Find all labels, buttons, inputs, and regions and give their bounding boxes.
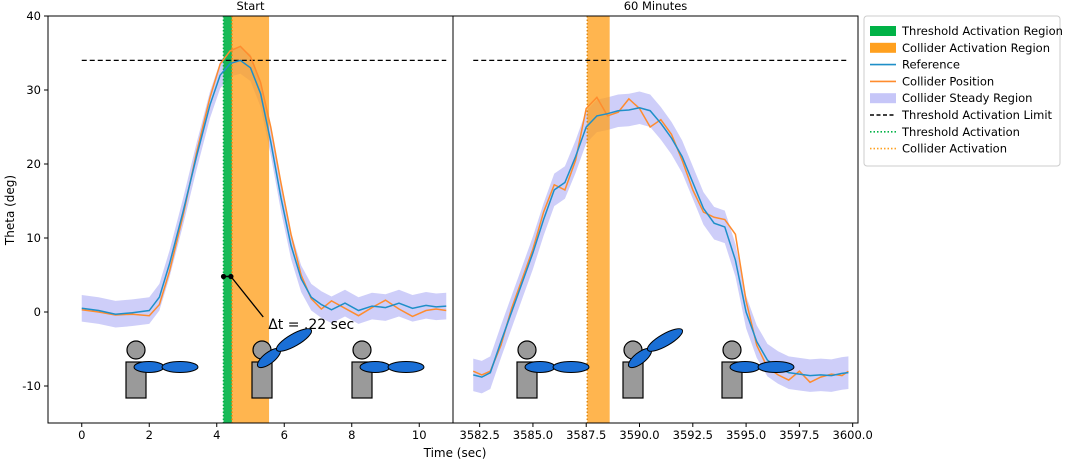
legend-label: Reference bbox=[902, 58, 960, 72]
x-tick-label: 3585.0 bbox=[513, 428, 553, 442]
legend-label: Threshold Activation bbox=[901, 125, 1020, 139]
legend-entry: Collider Activation bbox=[870, 142, 1007, 156]
x-tick-label: 6 bbox=[281, 428, 288, 442]
forearm bbox=[387, 361, 425, 373]
x-axis-label: Time (sec) bbox=[423, 446, 487, 460]
x-tick-label: 8 bbox=[348, 428, 355, 442]
y-tick-label: 10 bbox=[26, 231, 41, 245]
forearm bbox=[646, 328, 684, 352]
x-tick-label: 3582.5 bbox=[460, 428, 500, 442]
delta-t-point bbox=[220, 273, 227, 280]
figure-head bbox=[517, 340, 537, 360]
y-tick-label: 0 bbox=[34, 305, 41, 319]
legend: Threshold Activation Region Collider Acti… bbox=[863, 15, 1063, 167]
forearm bbox=[275, 328, 313, 352]
legend-label: Collider Steady Region bbox=[902, 91, 1032, 105]
y-tick-label: -10 bbox=[22, 379, 41, 393]
panel-start: Δt = .22 sec Start 0 2 4 6 8 10 bbox=[47, 0, 454, 442]
x-tick-label: 3590.0 bbox=[619, 428, 659, 442]
legend-label: Collider Activation Region bbox=[902, 41, 1050, 55]
collider-position-line bbox=[81, 45, 447, 318]
panel-title: Start bbox=[236, 0, 265, 13]
upper-arm bbox=[359, 361, 391, 373]
legend-label: Collider Activation bbox=[902, 142, 1007, 156]
collider-activation-region bbox=[587, 16, 610, 423]
x-tick-label: 3595.0 bbox=[726, 428, 766, 442]
legend-entry: Threshold Activation Region bbox=[870, 24, 1063, 38]
legend-swatch bbox=[870, 26, 896, 36]
y-tick-label: 40 bbox=[26, 9, 41, 23]
y-tick-label: 30 bbox=[26, 83, 41, 97]
forearm bbox=[161, 361, 199, 373]
legend-swatch bbox=[870, 42, 896, 53]
posture-figure-arm-extended-horizontal bbox=[351, 340, 425, 399]
delta-t-label: Δt = .22 sec bbox=[268, 317, 354, 333]
x-tick-label: 10 bbox=[412, 428, 427, 442]
y-axis-label: Theta (deg) bbox=[3, 175, 17, 246]
panel-title: 60 Minutes bbox=[624, 0, 688, 13]
forearm bbox=[552, 361, 590, 373]
posture-figure-arm-raised-diagonal bbox=[251, 328, 313, 399]
axes-frame bbox=[452, 15, 859, 424]
x-tick-label: 3587.5 bbox=[566, 428, 606, 442]
upper-arm bbox=[133, 361, 165, 373]
x-tick-label: 3597.5 bbox=[779, 428, 819, 442]
y-tick-label: 20 bbox=[26, 157, 41, 171]
collider-position-line bbox=[472, 96, 849, 384]
x-tick-label: 3600.0 bbox=[833, 428, 873, 442]
legend-entry: Threshold Activation Limit bbox=[870, 108, 1053, 122]
legend-label: Threshold Activation Limit bbox=[901, 108, 1053, 122]
legend-entry: Threshold Activation bbox=[870, 125, 1020, 139]
x-tick-label: 4 bbox=[213, 428, 220, 442]
legend-entry: Collider Activation Region bbox=[870, 41, 1050, 55]
reference-line bbox=[81, 59, 447, 315]
posture-figure-arm-extended-horizontal bbox=[125, 340, 199, 399]
posture-figure-arm-extended-horizontal bbox=[721, 340, 795, 399]
x-tick-label: 2 bbox=[146, 428, 153, 442]
shared-axes: -10 0 10 20 30 40 bbox=[22, 9, 48, 393]
legend-label: Threshold Activation Region bbox=[901, 24, 1063, 38]
plot-area bbox=[472, 16, 849, 423]
x-tick-label: 0 bbox=[78, 428, 85, 442]
plot-area: Δt = .22 sec bbox=[81, 16, 447, 423]
reference-line bbox=[473, 106, 849, 378]
legend-swatch bbox=[870, 93, 896, 104]
legend-label: Collider Position bbox=[902, 74, 994, 88]
threshold-activation-region bbox=[223, 16, 232, 423]
legend-entry: Reference bbox=[870, 58, 960, 72]
figure-head bbox=[722, 340, 742, 360]
figure-head bbox=[352, 340, 372, 360]
x-tick-label: 3592.5 bbox=[673, 428, 713, 442]
posture-figure-arm-raised-diagonal bbox=[622, 328, 684, 399]
legend-entry: Collider Steady Region bbox=[870, 91, 1032, 105]
legend-frame bbox=[863, 15, 1061, 167]
legend-entry: Collider Position bbox=[870, 74, 994, 88]
panel-60-minutes: 60 Minutes 3582.5 3585.0 3587.5 3590.0 3592.5… bbox=[452, 0, 873, 442]
figure-head bbox=[126, 340, 146, 360]
forearm bbox=[757, 361, 795, 373]
collider-steady-band bbox=[473, 91, 849, 394]
posture-figure-arm-extended-horizontal bbox=[516, 340, 590, 399]
upper-arm bbox=[524, 361, 556, 373]
upper-arm bbox=[729, 361, 761, 373]
delta-t-leader bbox=[230, 276, 264, 318]
